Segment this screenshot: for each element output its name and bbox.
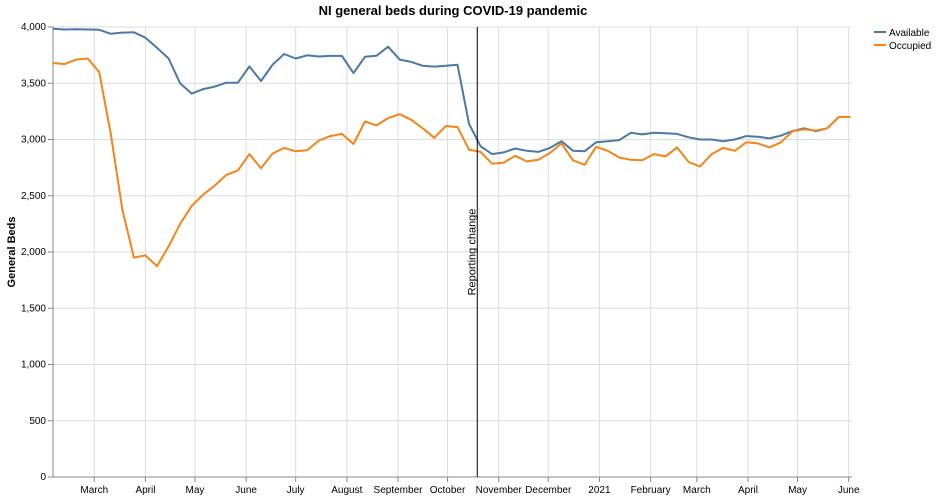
chart-title: NI general beds during COVID-19 pandemic <box>319 3 588 18</box>
y-tick-label: 500 <box>29 416 46 427</box>
x-tick-label: 2021 <box>588 485 611 496</box>
legend-label-occupied: Occupied <box>889 41 931 52</box>
series-lines <box>52 27 851 268</box>
reporting-change-annotation: Reporting change <box>466 27 478 477</box>
grid <box>53 26 852 478</box>
x-tick-label: February <box>631 485 671 496</box>
x-tick-label: July <box>287 485 305 496</box>
x-tick-label: April <box>738 485 758 496</box>
series-line-available <box>52 27 851 156</box>
x-tick-label: March <box>683 485 711 496</box>
legend-label-available: Available <box>889 28 930 39</box>
y-tick-label: 0 <box>40 472 46 483</box>
x-tick-label: April <box>135 485 155 496</box>
x-tick-label: June <box>838 485 860 496</box>
series-line-occupied <box>52 57 851 268</box>
x-tick-label: December <box>525 485 572 496</box>
x-tick-label: May <box>186 485 205 496</box>
legend: Available Occupied <box>874 28 931 52</box>
x-tick-label: October <box>430 485 466 496</box>
y-axis-label: General Beds <box>6 217 18 288</box>
y-tick-label: 1,500 <box>21 303 46 314</box>
x-tick-label: September <box>374 485 424 496</box>
x-tick-label: November <box>476 485 523 496</box>
reporting-change-label: Reporting change <box>466 209 478 296</box>
y-tick-label: 2,500 <box>21 191 46 202</box>
axes: 0 500 1,000 1,500 2,000 2,500 3,000 3,500 4,000 M… <box>21 22 860 496</box>
x-tick-label: March <box>80 485 108 496</box>
x-tick-label: May <box>788 485 807 496</box>
y-tick-label: 3,500 <box>21 78 46 89</box>
x-tick-label: June <box>235 485 257 496</box>
y-tick-label: 4,000 <box>21 22 46 33</box>
y-tick-label: 2,000 <box>21 247 46 258</box>
y-tick-label: 3,000 <box>21 135 46 146</box>
y-tick-label: 1,000 <box>21 360 46 371</box>
x-tick-label: August <box>331 485 362 496</box>
